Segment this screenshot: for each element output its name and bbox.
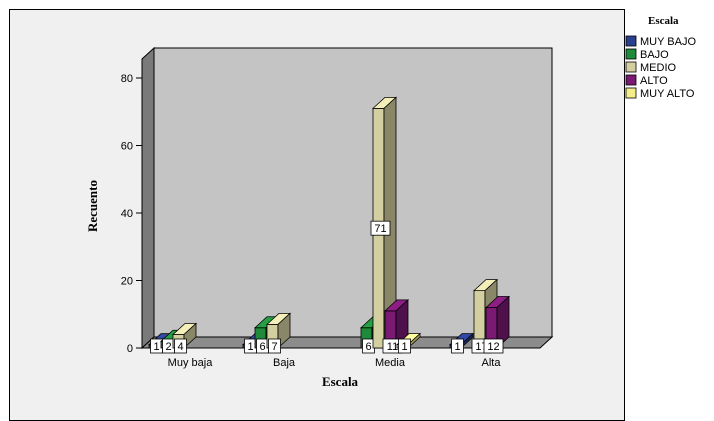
- data-label: 11: [387, 341, 398, 353]
- data-label: 1: [153, 341, 159, 353]
- data-label-box: [451, 338, 464, 354]
- bar-side-face: [496, 295, 510, 349]
- bar-medio: 7: [265, 312, 292, 354]
- data-label: 6: [259, 341, 265, 353]
- legend-swatch: [625, 87, 637, 99]
- bar-alto: 11: [382, 298, 410, 354]
- x-tick-label: Media: [375, 357, 406, 369]
- data-label: 4: [177, 341, 183, 353]
- y-tick-label: 20: [121, 276, 133, 288]
- data-label: 1: [401, 341, 407, 353]
- bar-alto: 12: [483, 295, 511, 354]
- y-tick-label: 0: [127, 343, 133, 355]
- data-label: 1: [454, 341, 460, 353]
- legend-item-label: MUY ALTO: [640, 88, 695, 100]
- data-label-box: [174, 338, 187, 354]
- data-label-box: [268, 338, 281, 354]
- data-label: 2: [165, 341, 171, 353]
- data-label-box: [483, 338, 504, 354]
- y-tick-label: 80: [121, 73, 133, 85]
- data-label: 7: [271, 341, 277, 353]
- plot-side-wall: [141, 46, 155, 350]
- y-tick-label: 60: [121, 141, 133, 153]
- data-label-box: [370, 220, 391, 236]
- legend-title: Escala: [648, 15, 679, 27]
- data-label: 71: [374, 223, 386, 235]
- data-label-box: [398, 338, 411, 354]
- x-tick-label: Muy baja: [168, 357, 214, 369]
- data-label: 1: [247, 341, 253, 353]
- legend-swatch: [625, 74, 637, 86]
- data-label: 12: [487, 341, 499, 353]
- legend-item-label: MUY BAJO: [640, 36, 696, 48]
- legend-swatch: [625, 48, 637, 60]
- y-tick-label: 40: [121, 208, 133, 220]
- data-label: 6: [365, 341, 371, 353]
- bar-medio: 71: [370, 96, 398, 349]
- bar-medio: 4: [171, 322, 198, 354]
- x-axis-title: Escala: [322, 374, 359, 389]
- bar-muy-bajo: 1: [448, 332, 475, 354]
- legend-item-label: ALTO: [640, 75, 668, 87]
- y-axis-title: Recuento: [85, 180, 100, 232]
- legend-swatch: [625, 61, 637, 73]
- x-tick-label: Baja: [273, 357, 296, 369]
- legend-swatch: [625, 35, 637, 47]
- x-tick-label: Alta: [482, 357, 502, 369]
- legend-item-label: MEDIO: [640, 62, 677, 74]
- bar-muy-alto: 1: [395, 332, 422, 354]
- legend-item-label: BAJO: [640, 49, 669, 61]
